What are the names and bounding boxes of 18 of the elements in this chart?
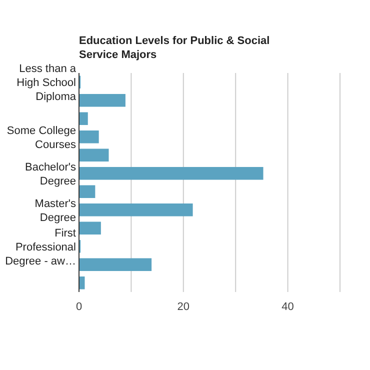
bar — [79, 185, 96, 198]
bar — [79, 258, 152, 272]
bar — [79, 166, 264, 180]
y-tick-label: Master's Degree — [34, 198, 76, 224]
y-tick-label: First Professional Degree - aw… — [5, 227, 76, 268]
y-tick-label: Some College Courses — [6, 124, 76, 151]
x-tick-label: 40 — [282, 301, 294, 313]
bar — [79, 130, 99, 144]
bar — [79, 148, 109, 162]
y-tick-label: Bachelor's Degree — [24, 161, 76, 188]
bar — [79, 203, 193, 216]
bar — [79, 112, 88, 126]
bar — [79, 222, 101, 235]
x-tick-label: 0 — [76, 301, 82, 313]
bar — [79, 94, 126, 107]
chart-title: Education Levels for Public & Social Service Majors — [79, 35, 270, 61]
y-tick-label: Less than a High School Diploma — [16, 63, 77, 104]
x-tick-label: 20 — [177, 301, 190, 313]
